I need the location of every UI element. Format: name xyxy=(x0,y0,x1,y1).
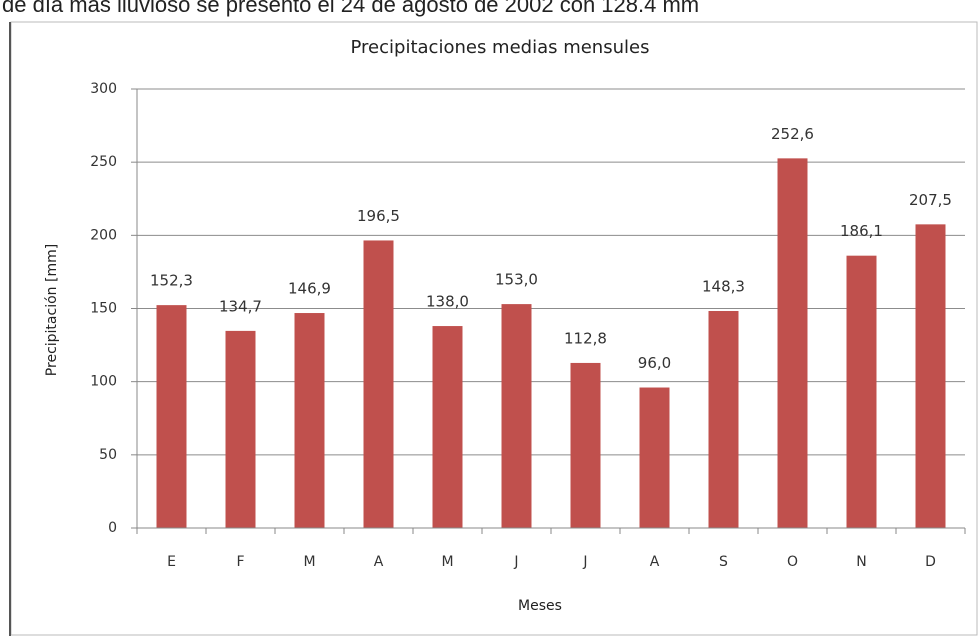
y-axis-label: Precipitación [mm] xyxy=(44,244,60,376)
value-label: 186,1 xyxy=(840,222,883,240)
bar xyxy=(846,255,877,529)
bar xyxy=(156,305,187,528)
bar xyxy=(294,313,325,528)
value-label: 134,7 xyxy=(219,297,262,315)
value-label: 146,9 xyxy=(288,280,331,298)
y-tick-label: 200 xyxy=(90,227,117,243)
value-label: 96,0 xyxy=(638,354,671,372)
value-label: 207,5 xyxy=(909,191,952,209)
bar xyxy=(225,330,256,528)
bar xyxy=(915,224,946,528)
y-tick-label: 0 xyxy=(108,520,117,536)
value-label: 252,6 xyxy=(771,125,814,143)
y-tick-label: 300 xyxy=(90,81,117,97)
x-tick-label: F xyxy=(236,554,244,570)
x-tick-label: J xyxy=(513,554,518,570)
value-label: 152,3 xyxy=(150,272,193,290)
y-tick-label: 250 xyxy=(90,154,117,170)
x-tick-label: M xyxy=(303,554,315,570)
y-tick-label: 50 xyxy=(99,447,117,463)
x-tick-label: S xyxy=(719,554,728,570)
chart-frame xyxy=(10,21,978,636)
bar xyxy=(708,310,739,528)
bar xyxy=(501,304,532,528)
x-tick-label: O xyxy=(787,554,798,570)
x-tick-label: D xyxy=(925,554,936,570)
value-label: 138,0 xyxy=(426,293,469,311)
chart-title: Precipitaciones medias mensules xyxy=(351,37,650,58)
x-tick-label: J xyxy=(582,554,587,570)
x-tick-label: N xyxy=(856,554,866,570)
value-label: 153,0 xyxy=(495,271,538,289)
value-label: 112,8 xyxy=(564,329,607,347)
bar xyxy=(432,326,463,528)
y-tick-label: 100 xyxy=(90,374,117,390)
bar xyxy=(570,362,601,528)
bar xyxy=(363,240,394,528)
x-tick-label: A xyxy=(650,554,660,570)
value-label: 148,3 xyxy=(702,277,745,295)
caption: de día más lluvioso se presentó el 24 de… xyxy=(2,0,699,17)
x-axis-label: Meses xyxy=(518,598,562,614)
x-tick-label: A xyxy=(374,554,384,570)
value-label: 196,5 xyxy=(357,207,400,225)
y-tick-label: 150 xyxy=(90,301,117,317)
bar xyxy=(777,158,808,528)
x-tick-label: E xyxy=(167,554,176,570)
bar xyxy=(639,387,670,528)
x-tick-label: M xyxy=(441,554,453,570)
